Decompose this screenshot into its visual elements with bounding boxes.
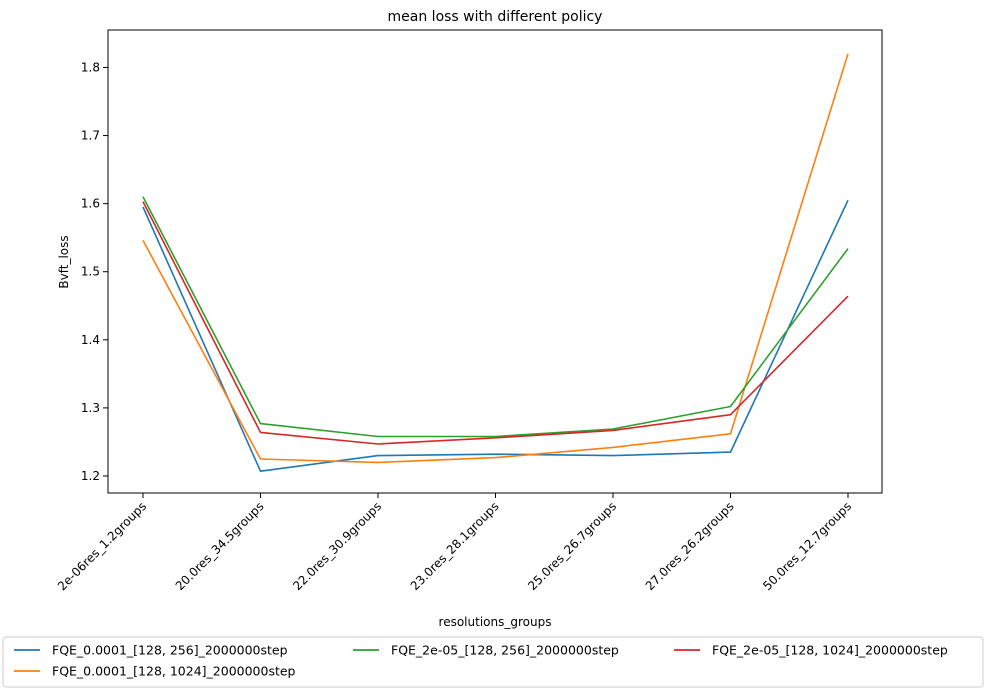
legend-label-2: FQE_0.0001_[128, 1024]_2000000step — [52, 664, 296, 679]
x-tick-label: 25.0res_26.7groups — [525, 499, 619, 593]
x-tick-label: 50.0res_12.7groups — [760, 499, 854, 593]
x-tick-label: 20.0res_34.5groups — [173, 499, 267, 593]
y-tick-label: 1.5 — [81, 265, 100, 279]
series-line-2 — [142, 53, 849, 464]
y-axis-title: Bvft_loss — [57, 235, 71, 288]
x-tick-label: 22.0res_30.9groups — [290, 499, 384, 593]
legend-box — [2, 636, 984, 688]
legend-label-4: FQE_2e-05_[128, 1024]_2000000step — [712, 643, 948, 658]
chart-title: mean loss with different policy — [388, 9, 603, 25]
y-tick-label: 1.7 — [81, 129, 100, 143]
x-axis: 2e-06res_1.2groups 20.0res_34.5groups 22.0… — [55, 493, 854, 593]
y-axis: 1.2 1.3 1.4 1.5 1.6 1.7 1.8 — [81, 60, 108, 483]
x-tick-label: 27.0res_26.2groups — [643, 499, 737, 593]
x-tick-label: 23.0res_28.1groups — [408, 499, 502, 593]
legend: FQE_0.0001_[128, 256]_2000000step FQE_0.0… — [2, 636, 984, 688]
series-line-3 — [142, 196, 849, 438]
legend-label-1: FQE_0.0001_[128, 256]_2000000step — [52, 643, 288, 658]
x-tick-label: 2e-06res_1.2groups — [55, 499, 149, 593]
y-tick-label: 1.4 — [81, 333, 100, 347]
series-line-1 — [142, 199, 849, 473]
x-axis-title: resolutions_groups — [439, 615, 552, 629]
legend-label-3: FQE_2e-05_[128, 256]_2000000step — [391, 643, 619, 658]
y-tick-label: 1.3 — [81, 401, 100, 415]
plot-frame — [107, 29, 883, 494]
series-line-4 — [142, 201, 849, 445]
y-tick-label: 1.2 — [81, 469, 100, 483]
series-lines — [142, 53, 849, 473]
y-tick-label: 1.6 — [81, 197, 100, 211]
y-tick-label: 1.8 — [81, 60, 100, 74]
